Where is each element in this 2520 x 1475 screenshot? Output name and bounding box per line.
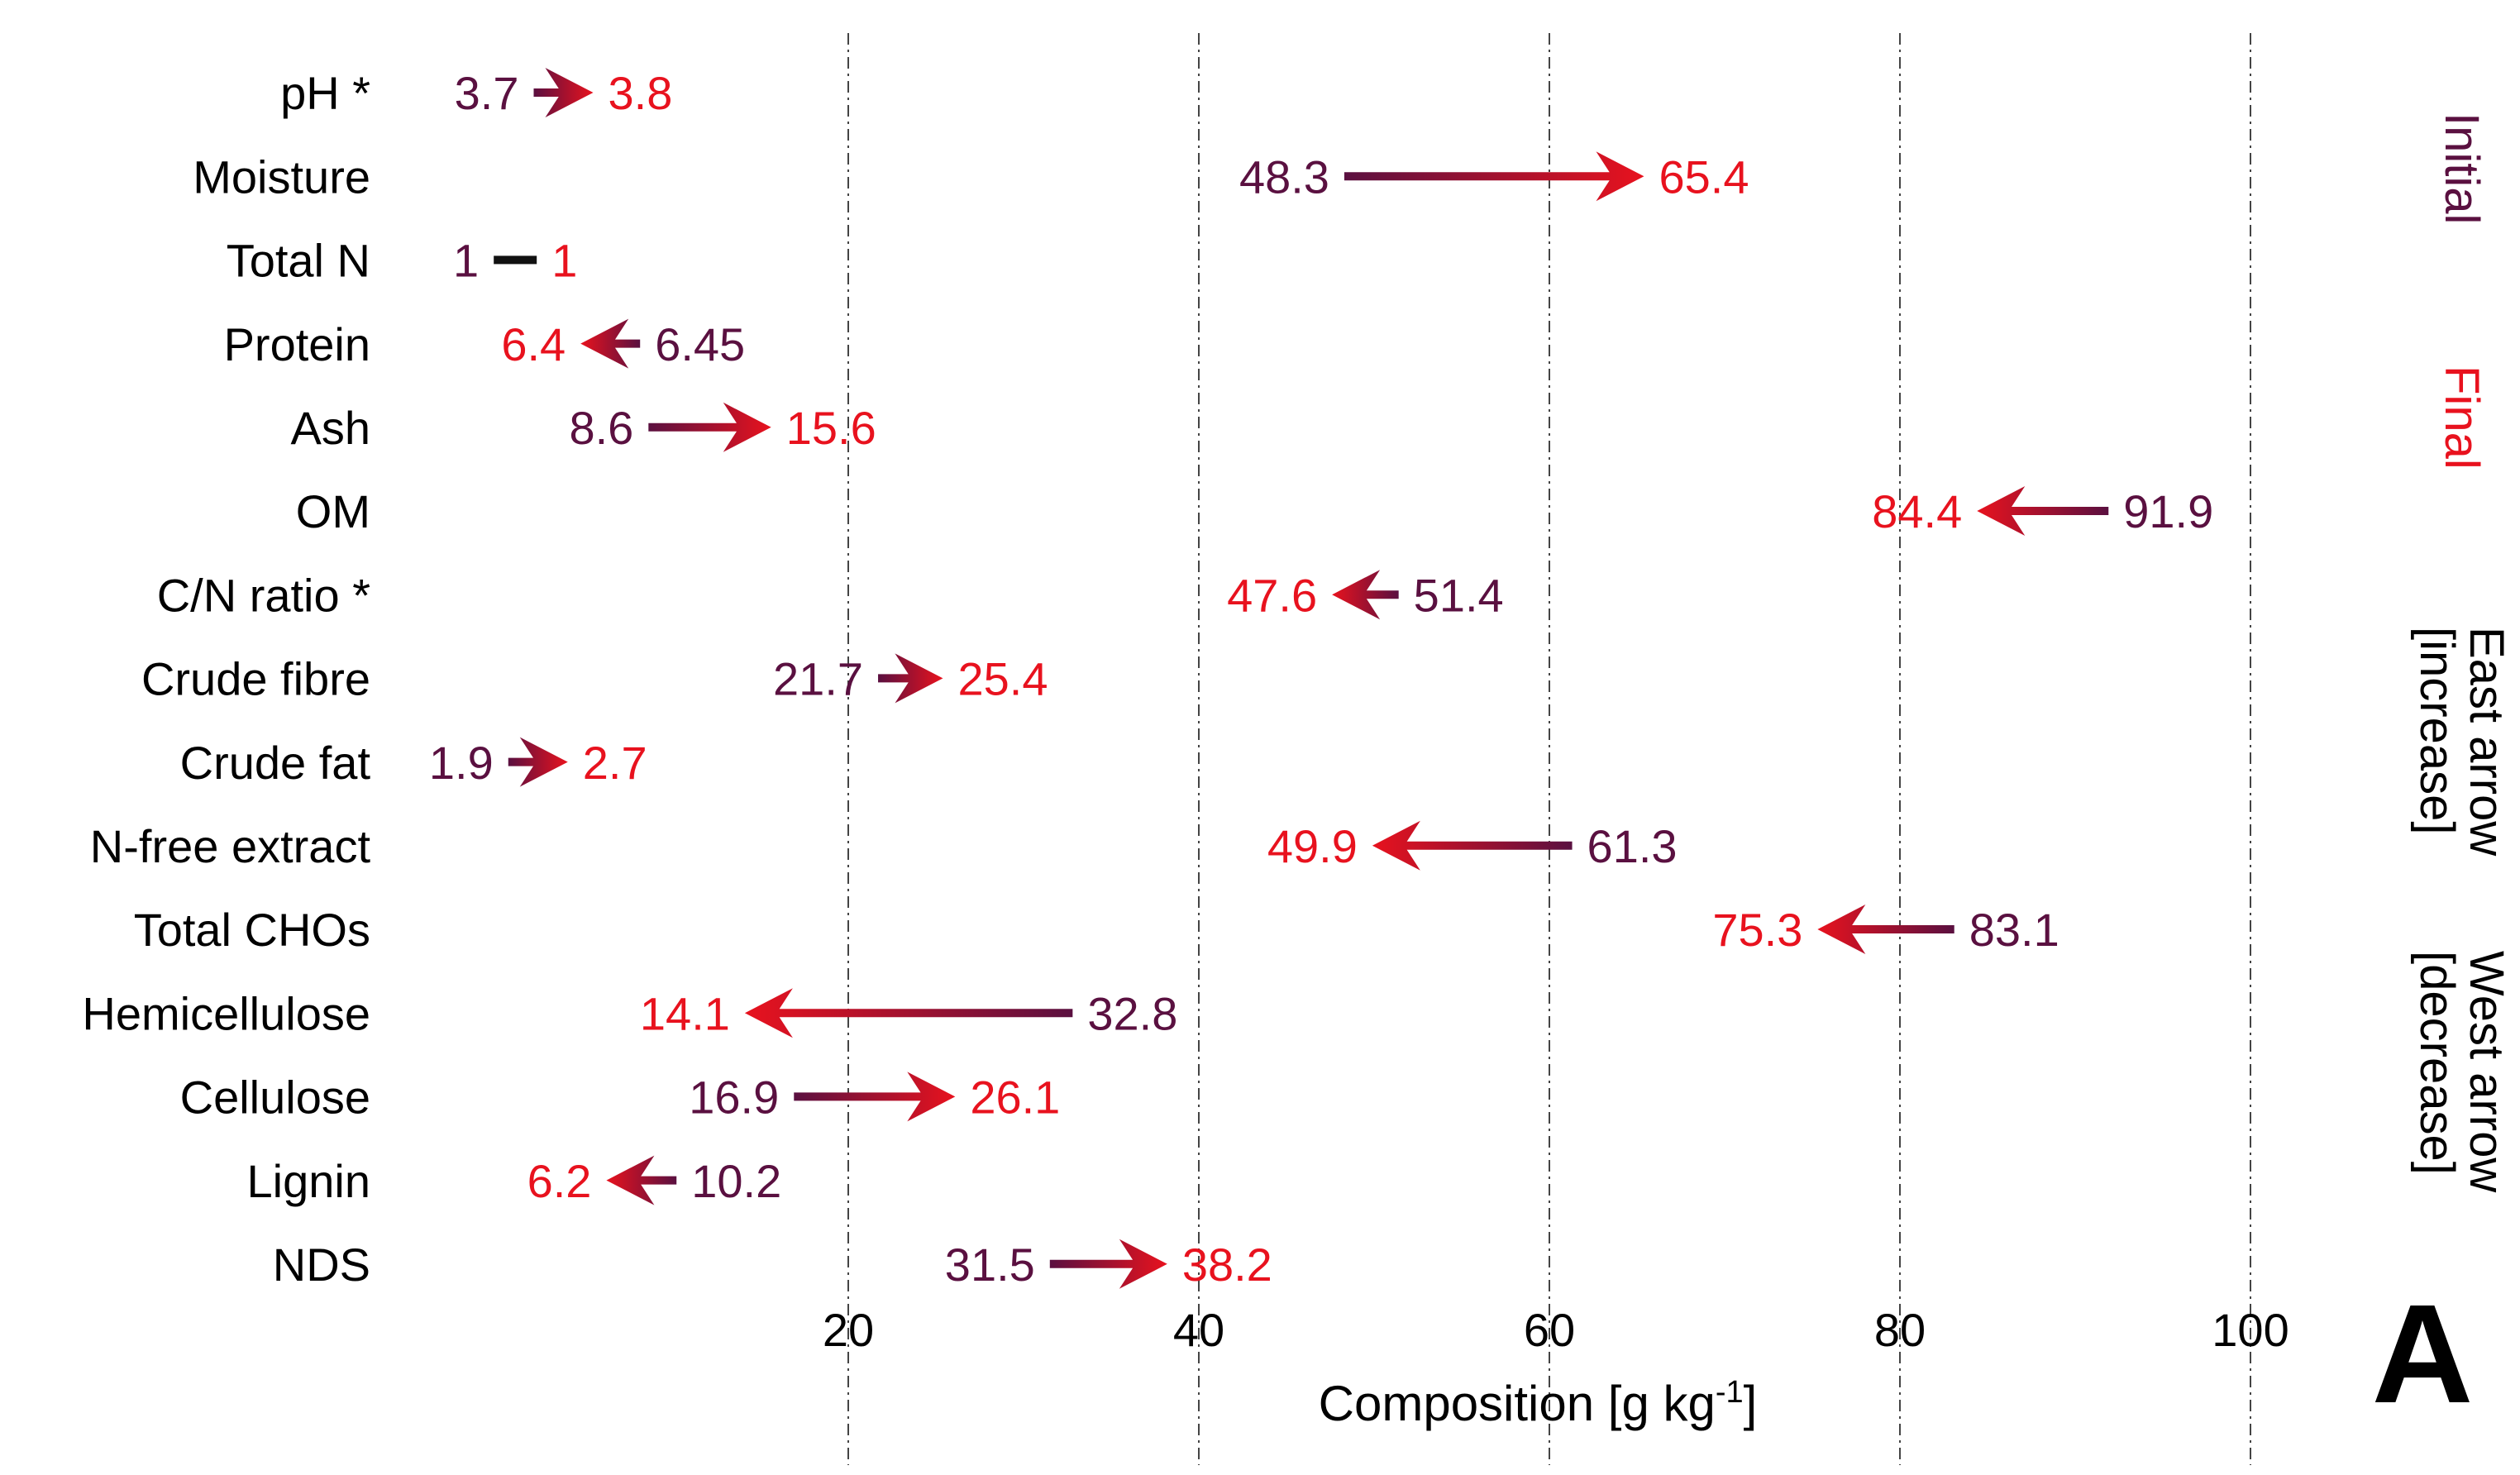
arrow-c-n-ratio bbox=[1332, 570, 1399, 620]
value-final-nds: 38.2 bbox=[1182, 1239, 1272, 1291]
arrow-om bbox=[1977, 486, 2109, 536]
x-axis-label-close: ] bbox=[1744, 1376, 1758, 1431]
legend-east-arrow-line1: East arrow bbox=[2460, 627, 2513, 857]
value-final-moisture: 65.4 bbox=[1659, 150, 1749, 203]
row-label-ash: Ash bbox=[291, 402, 371, 454]
row-label-total-n: Total N bbox=[227, 235, 370, 287]
row-label-lignin: Lignin bbox=[247, 1155, 370, 1207]
arrows bbox=[494, 68, 2109, 1289]
value-initial-c-n-ratio: 51.4 bbox=[1414, 569, 1504, 621]
value-final-crude-fibre: 25.4 bbox=[957, 653, 1048, 705]
arrow-total-n bbox=[494, 255, 537, 265]
value-initial-moisture: 48.3 bbox=[1239, 150, 1329, 203]
value-initial-hemicellulose: 32.8 bbox=[1087, 987, 1177, 1039]
value-final-cellulose: 26.1 bbox=[970, 1072, 1060, 1124]
row-label-moisture: Moisture bbox=[193, 150, 370, 203]
value-initial-n-free-extract: 61.3 bbox=[1587, 820, 1678, 872]
x-axis-label: Composition [g kg-1] bbox=[1319, 1375, 1758, 1431]
arrow-total-chos bbox=[1817, 905, 1954, 954]
row-label-nds: NDS bbox=[273, 1239, 370, 1291]
x-axis-label-text: Composition [g kg bbox=[1319, 1376, 1716, 1431]
arrow-crude-fat bbox=[508, 737, 568, 787]
x-tick-label-100: 100 bbox=[2212, 1304, 2289, 1356]
value-initial-ash: 8.6 bbox=[569, 402, 633, 454]
value-initial-crude-fat: 1.9 bbox=[429, 737, 494, 789]
value-initial-nds: 31.5 bbox=[945, 1239, 1035, 1291]
grid-lines bbox=[847, 33, 2251, 1465]
arrow-cellulose bbox=[794, 1072, 956, 1122]
legend-west-arrow-line2: [decrease] bbox=[2410, 951, 2464, 1175]
row-labels: pH * Moisture Total N Protein Ash OM C/N ratio… bbox=[82, 67, 370, 1291]
x-axis-label-sup: -1 bbox=[1716, 1375, 1744, 1410]
value-final-hemicellulose: 14.1 bbox=[640, 987, 730, 1039]
x-tick-label-60: 60 bbox=[1524, 1304, 1575, 1356]
row-label-crude-fat: Crude fat bbox=[180, 737, 371, 789]
arrow-nds bbox=[1049, 1239, 1167, 1289]
legend-east-arrow-line2: [increase] bbox=[2410, 627, 2464, 834]
value-final-c-n-ratio: 47.6 bbox=[1227, 569, 1317, 621]
row-label-cellulose: Cellulose bbox=[180, 1072, 370, 1124]
value-initial-total-chos: 83.1 bbox=[1969, 904, 2059, 956]
arrow-lignin bbox=[606, 1155, 677, 1205]
value-final-total-n: 1 bbox=[551, 235, 577, 287]
row-label-crude-fibre: Crude fibre bbox=[141, 653, 370, 705]
arrow-n-free-extract bbox=[1372, 820, 1573, 871]
row-label-om: OM bbox=[296, 485, 370, 537]
panel-label: A bbox=[2372, 1276, 2474, 1433]
value-initial-ph: 3.7 bbox=[455, 67, 519, 119]
value-initial-crude-fibre: 21.7 bbox=[773, 653, 863, 705]
legend-initial-label: Initial bbox=[2435, 112, 2489, 224]
value-final-protein: 6.4 bbox=[501, 318, 566, 370]
legend-west-arrow-line1: West arrow bbox=[2460, 951, 2513, 1193]
x-tick-label-20: 20 bbox=[823, 1304, 874, 1356]
arrow-crude-fibre bbox=[878, 653, 943, 704]
arrow-ph bbox=[533, 68, 594, 117]
legend-final-label: Final bbox=[2435, 365, 2489, 470]
value-final-om: 84.4 bbox=[1872, 485, 1962, 537]
value-labels: 3.7 3.8 48.3 65.4 1 1 6.4 6.45 8.6 15.6 84.4 91.9 47… bbox=[429, 67, 2213, 1291]
value-initial-protein: 6.45 bbox=[655, 318, 745, 370]
row-label-total-chos: Total CHOs bbox=[134, 904, 370, 956]
arrow-ash bbox=[648, 402, 771, 452]
value-initial-cellulose: 16.9 bbox=[689, 1072, 779, 1124]
arrow-protein bbox=[580, 318, 641, 369]
row-label-ph: pH * bbox=[280, 67, 370, 119]
value-final-lignin: 6.2 bbox=[527, 1155, 592, 1207]
x-tick-labels: 20 40 60 80 100 bbox=[823, 1304, 2289, 1356]
row-label-hemicellulose: Hemicellulose bbox=[82, 987, 370, 1039]
arrow-hemicellulose bbox=[744, 988, 1073, 1038]
arrow-moisture bbox=[1344, 151, 1644, 202]
x-tick-label-80: 80 bbox=[1874, 1304, 1926, 1356]
value-final-n-free-extract: 49.9 bbox=[1267, 820, 1358, 872]
value-initial-total-n: 1 bbox=[453, 235, 479, 287]
row-label-n-free-extract: N-free extract bbox=[90, 820, 371, 872]
value-initial-om: 91.9 bbox=[2123, 485, 2213, 537]
x-tick-label-40: 40 bbox=[1173, 1304, 1224, 1356]
value-final-ash: 15.6 bbox=[786, 402, 876, 454]
value-initial-lignin: 10.2 bbox=[691, 1155, 781, 1207]
value-final-total-chos: 75.3 bbox=[1712, 904, 1802, 956]
value-final-crude-fat: 2.7 bbox=[583, 737, 647, 789]
value-final-ph: 3.8 bbox=[609, 67, 673, 119]
row-label-protein: Protein bbox=[224, 318, 370, 370]
row-label-c-n-ratio: C/N ratio * bbox=[157, 569, 370, 621]
